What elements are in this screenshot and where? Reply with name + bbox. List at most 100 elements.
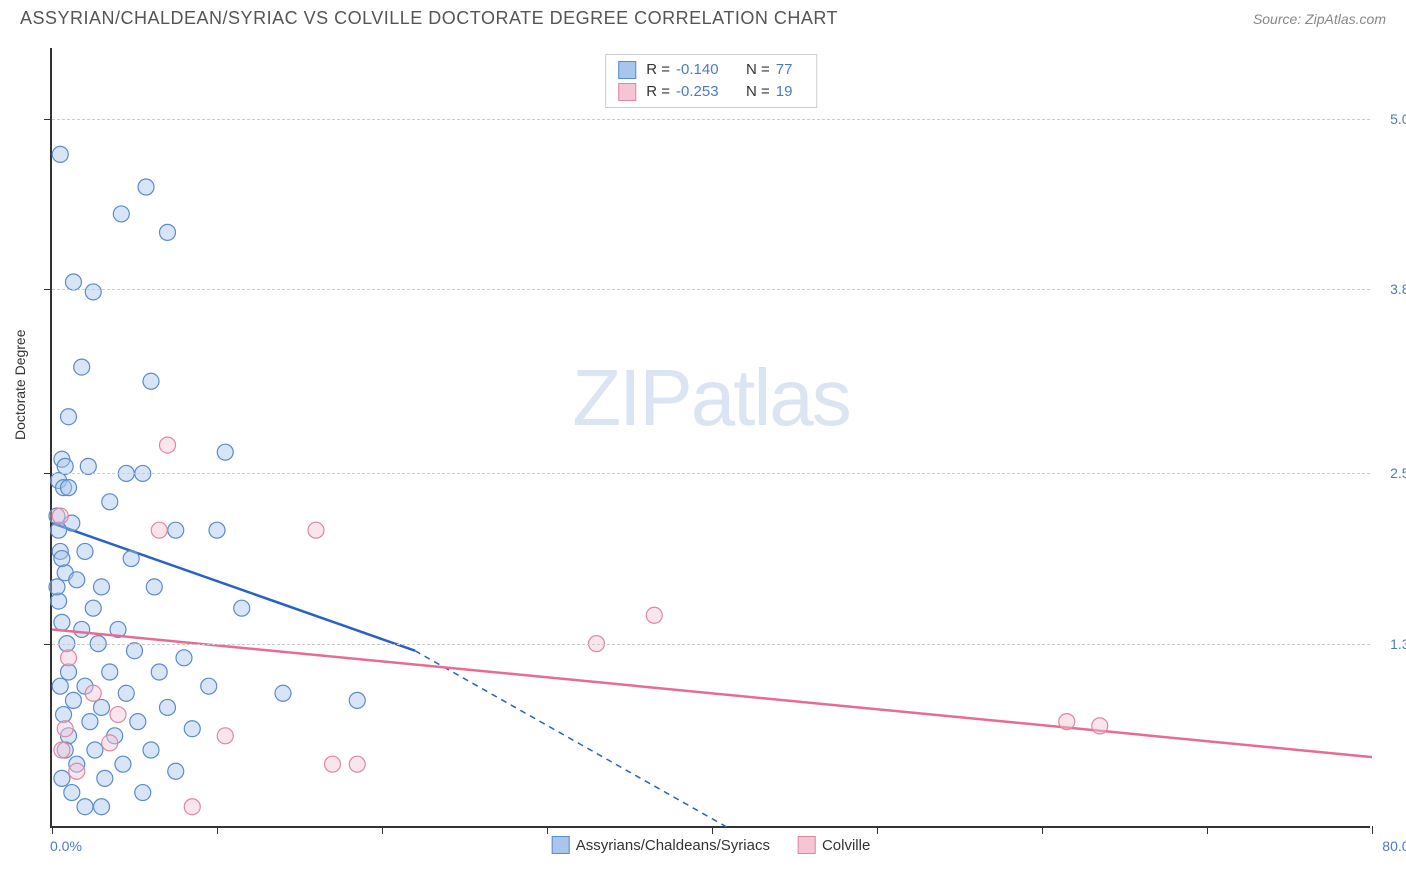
x-tick [52,826,53,834]
data-point [54,614,70,630]
data-point [77,799,93,815]
legend-item: Assyrians/Chaldeans/Syriacs [552,836,770,854]
data-point [118,685,134,701]
data-point [74,621,90,637]
data-point [184,799,200,815]
trend-line-dashed [415,651,729,828]
r-value: -0.140 [676,59,736,81]
data-point [56,707,72,723]
data-point [57,721,73,737]
legend-swatch [798,836,816,854]
data-point [82,714,98,730]
y-tick-label: 3.8% [1390,281,1406,297]
source-attribution: Source: ZipAtlas.com [1253,11,1386,27]
x-tick [877,826,878,834]
data-point [51,522,67,538]
data-point [201,678,217,694]
x-tick [1372,826,1373,834]
data-point [85,685,101,701]
data-point [52,508,68,524]
data-point [143,373,159,389]
data-point [349,756,365,772]
y-tick-label: 1.3% [1390,636,1406,652]
data-point [64,785,80,801]
r-label: R = [646,81,670,103]
legend-swatch [552,836,570,854]
data-point [1059,714,1075,730]
n-value: 77 [776,59,804,81]
data-point [234,600,250,616]
data-point [160,437,176,453]
data-point [146,579,162,595]
data-point [85,600,101,616]
data-point [151,522,167,538]
gridline [52,289,1370,290]
data-point [94,699,110,715]
correlation-legend: R = -0.140 N = 77R = -0.253 N = 19 [605,54,817,108]
data-point [160,224,176,240]
data-point [143,742,159,758]
data-point [54,551,70,567]
data-point [168,522,184,538]
x-tick [1207,826,1208,834]
data-point [51,593,67,609]
scatter-svg [52,48,1370,826]
x-tick [217,826,218,834]
data-point [87,742,103,758]
legend-stat-row: R = -0.253 N = 19 [618,81,804,103]
legend-swatch [618,83,636,101]
y-tick-label: 2.5% [1390,465,1406,481]
data-point [52,146,68,162]
data-point [168,763,184,779]
data-point [130,714,146,730]
chart-plot-area: ZIPatlas R =-0.140N =77R =-0.253N =19 As… [50,48,1370,828]
series-legend: Assyrians/Chaldeans/Syriacs Colville [552,836,871,854]
data-point [61,480,77,496]
data-point [110,707,126,723]
legend-label: Assyrians/Chaldeans/Syriacs [576,837,770,854]
data-point [94,579,110,595]
x-axis-min-label: 0.0% [50,838,82,854]
x-tick [712,826,713,834]
data-point [49,579,65,595]
r-value: -0.253 [676,81,736,103]
data-point [102,664,118,680]
data-point [123,551,139,567]
data-point [646,607,662,623]
data-point [57,458,73,474]
data-point [61,650,77,666]
y-axis-label: Doctorate Degree [12,329,28,440]
data-point [160,699,176,715]
data-point [74,359,90,375]
gridline [52,644,1370,645]
n-value: 19 [776,81,804,103]
data-point [102,494,118,510]
data-point [94,799,110,815]
legend-label: Colville [822,837,870,854]
legend-stat-row: R =-0.140N =77 [618,59,804,81]
x-tick [382,826,383,834]
data-point [113,206,129,222]
x-tick [1042,826,1043,834]
data-point [209,522,225,538]
data-point [135,785,151,801]
data-point [127,643,143,659]
gridline [52,473,1370,474]
chart-title: ASSYRIAN/CHALDEAN/SYRIAC VS COLVILLE DOC… [20,8,838,29]
gridline [52,119,1370,120]
data-point [80,458,96,474]
data-point [217,728,233,744]
data-point [151,664,167,680]
n-label: N = [746,81,770,103]
data-point [349,692,365,708]
data-point [97,770,113,786]
data-point [61,409,77,425]
data-point [54,770,70,786]
data-point [275,685,291,701]
trend-line [52,629,1372,757]
legend-swatch [618,61,636,79]
r-label: R = [646,59,670,81]
data-point [325,756,341,772]
data-point [77,543,93,559]
data-point [85,284,101,300]
